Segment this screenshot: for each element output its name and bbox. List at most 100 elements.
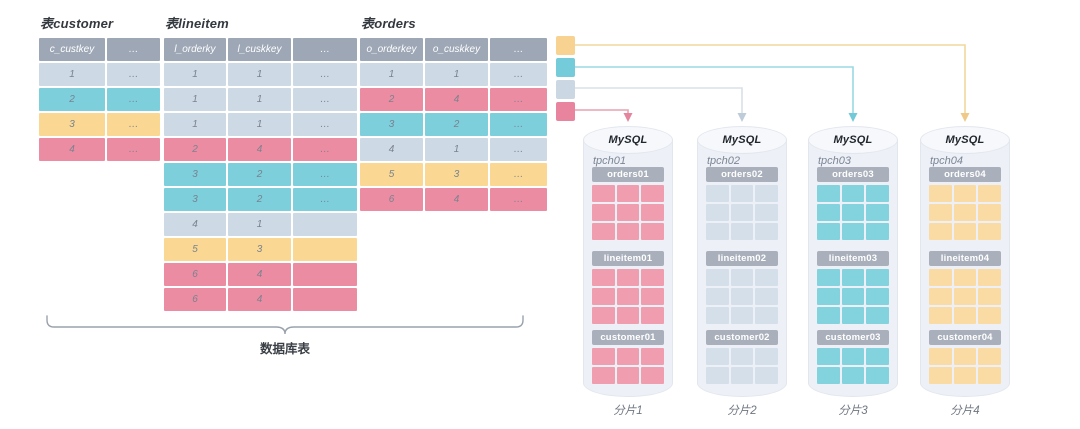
table-row: 3 2… bbox=[164, 188, 357, 211]
grid-cell bbox=[592, 367, 615, 384]
table-cell: … bbox=[293, 188, 357, 211]
grid-cell bbox=[866, 307, 889, 324]
grid-cell bbox=[841, 223, 865, 240]
grid-cell bbox=[706, 269, 729, 286]
shard-table-grid bbox=[706, 185, 778, 240]
grid-cell bbox=[841, 269, 865, 286]
grid-cell bbox=[978, 367, 1001, 384]
grid-cell bbox=[817, 288, 840, 305]
grid-cell bbox=[616, 307, 640, 324]
table-cell: 1 bbox=[228, 213, 291, 236]
grid-cell bbox=[641, 348, 664, 365]
grid-cell bbox=[841, 288, 865, 305]
table-cell bbox=[293, 213, 357, 236]
grid-cell bbox=[953, 367, 977, 384]
grid-cell bbox=[641, 204, 664, 221]
grid-cell bbox=[592, 223, 615, 240]
grid-cell bbox=[953, 185, 977, 202]
grid-cell bbox=[978, 223, 1001, 240]
table-row: 6 4… bbox=[360, 188, 547, 211]
table-cell: 1 bbox=[228, 88, 291, 111]
grid-cell bbox=[929, 367, 952, 384]
table-row: 1… bbox=[39, 63, 160, 86]
grid-cell bbox=[730, 367, 754, 384]
shard-1: MySQL tpch01 orders01 lineitem01 customer01 分… bbox=[583, 126, 673, 426]
arrow-down-icon bbox=[848, 113, 858, 122]
grid-cell bbox=[817, 269, 840, 286]
grid-cell bbox=[978, 348, 1001, 365]
grid-cell bbox=[929, 288, 952, 305]
table-cell: 4 bbox=[228, 138, 291, 161]
grid-cell bbox=[841, 185, 865, 202]
table-row: 4 1… bbox=[360, 138, 547, 161]
table-cell: … bbox=[490, 88, 547, 111]
grid-cell bbox=[953, 223, 977, 240]
grid-cell bbox=[841, 307, 865, 324]
legend-swatch-light bbox=[556, 80, 575, 99]
table-cell: 4 bbox=[360, 138, 423, 161]
table-cell: 4 bbox=[425, 88, 488, 111]
table-cell: 2 bbox=[360, 88, 423, 111]
grid-cell bbox=[866, 348, 889, 365]
grid-cell bbox=[978, 269, 1001, 286]
table-cell: 3 bbox=[164, 163, 226, 186]
mysql-logo: MySQL bbox=[722, 134, 762, 146]
arrow-down-icon bbox=[960, 113, 970, 122]
grid-cell bbox=[616, 288, 640, 305]
grid-cell bbox=[641, 185, 664, 202]
table-cell bbox=[293, 288, 357, 311]
grid-cell bbox=[929, 223, 952, 240]
table-title-orders: 表orders bbox=[361, 16, 416, 31]
table-cell: 3 bbox=[425, 163, 488, 186]
table-header-lineitem: l_orderky l_cuskkey… bbox=[164, 38, 357, 61]
grid-cell bbox=[616, 185, 640, 202]
grid-cell bbox=[755, 185, 778, 202]
table-cell: 6 bbox=[164, 263, 226, 286]
table-cell: 1 bbox=[228, 113, 291, 136]
grid-cell bbox=[978, 185, 1001, 202]
table-cell: 3 bbox=[228, 238, 291, 261]
grid-cell bbox=[641, 269, 664, 286]
table-cell: … bbox=[490, 188, 547, 211]
table-cell: 1 bbox=[425, 138, 488, 161]
table-cell: 4 bbox=[39, 138, 105, 161]
grid-cell bbox=[953, 288, 977, 305]
database-cylinder-top bbox=[583, 126, 673, 154]
grid-cell bbox=[706, 185, 729, 202]
column-header: o_cuskkey bbox=[425, 38, 488, 61]
table-row: 3… bbox=[39, 113, 160, 136]
shard-table-header: orders02 bbox=[706, 167, 778, 182]
column-header: c_custkey bbox=[39, 38, 105, 61]
shard-table-grid bbox=[817, 348, 889, 384]
shard-table-grid bbox=[592, 269, 664, 324]
grid-cell bbox=[592, 348, 615, 365]
column-header: o_orderkey bbox=[360, 38, 423, 61]
shard-3: MySQL tpch03 orders03 lineitem03 customer03 分… bbox=[808, 126, 898, 426]
table-cell: 4 bbox=[228, 263, 291, 286]
grid-cell bbox=[841, 367, 865, 384]
grid-cell bbox=[929, 185, 952, 202]
shard-table-grid bbox=[592, 185, 664, 240]
table-cell: … bbox=[107, 113, 160, 136]
grid-cell bbox=[641, 367, 664, 384]
table-cell: 1 bbox=[228, 63, 291, 86]
table-row: 3 2… bbox=[360, 113, 547, 136]
arrow-down-icon bbox=[623, 113, 633, 122]
database-cylinder-top bbox=[920, 126, 1010, 154]
shard-table-grid bbox=[929, 185, 1001, 240]
grid-cell bbox=[730, 269, 754, 286]
grid-cell bbox=[730, 185, 754, 202]
grid-cell bbox=[616, 348, 640, 365]
grid-cell bbox=[641, 307, 664, 324]
shard-table-header: lineitem03 bbox=[817, 251, 889, 266]
shard-table-header: lineitem01 bbox=[592, 251, 664, 266]
shard-table-grid bbox=[817, 269, 889, 324]
shard-table-header: lineitem04 bbox=[929, 251, 1001, 266]
table-cell: … bbox=[293, 163, 357, 186]
grid-cell bbox=[755, 348, 778, 365]
grid-cell bbox=[730, 288, 754, 305]
table-cell: … bbox=[490, 113, 547, 136]
connector-line-pink bbox=[575, 109, 629, 114]
table-cell: 6 bbox=[164, 288, 226, 311]
